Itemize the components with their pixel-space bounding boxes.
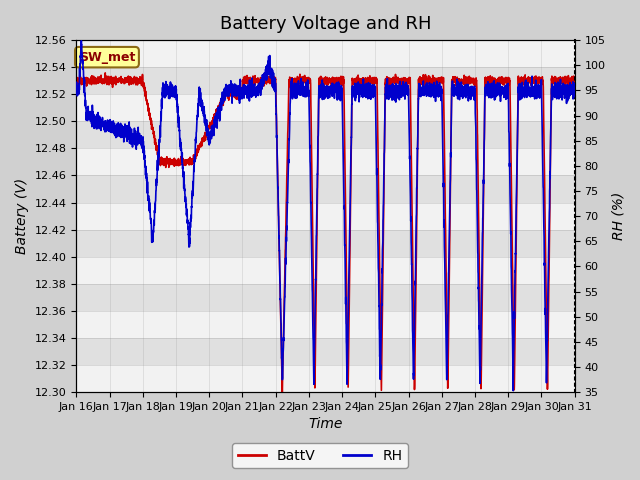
- Title: Battery Voltage and RH: Battery Voltage and RH: [220, 15, 431, 33]
- Bar: [76, 148, 575, 176]
- Y-axis label: RH (%): RH (%): [611, 192, 625, 240]
- Bar: [76, 94, 575, 121]
- X-axis label: Time: Time: [308, 418, 342, 432]
- Text: SW_met: SW_met: [79, 51, 135, 64]
- Bar: [76, 257, 575, 284]
- Bar: [76, 203, 575, 229]
- Bar: [76, 365, 575, 392]
- Legend: BattV, RH: BattV, RH: [232, 443, 408, 468]
- Y-axis label: Battery (V): Battery (V): [15, 178, 29, 254]
- Bar: [76, 311, 575, 338]
- Bar: [76, 40, 575, 67]
